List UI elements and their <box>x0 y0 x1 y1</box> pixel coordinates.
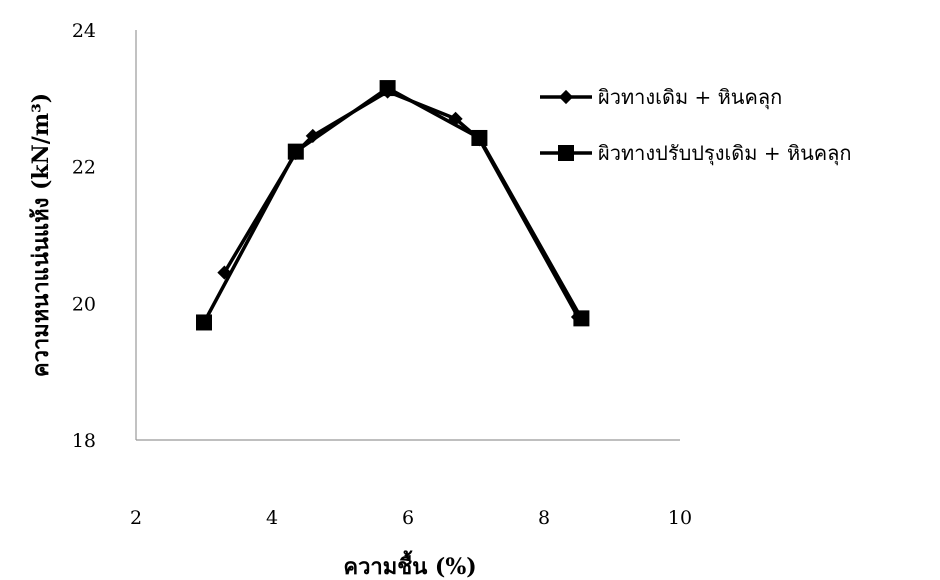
series-1 <box>217 84 586 325</box>
x-axis-title: ความชื้น (%) <box>343 550 476 580</box>
series-2-line <box>202 86 583 324</box>
legend-entry-2: ผิวทางปรับปรุงเดิม + หินคลุก <box>540 141 852 166</box>
legend-entry-1: ผิวทางเดิม + หินคลุก <box>540 85 782 110</box>
series-1-line <box>222 89 580 318</box>
legend-label-1: ผิวทางเดิม + หินคลุก <box>598 85 782 110</box>
series-2-point <box>287 143 304 160</box>
series-2 <box>196 80 590 331</box>
series-2-point <box>573 310 590 327</box>
series-2-point <box>196 314 212 331</box>
y-tick-label: 20 <box>72 293 96 315</box>
series-2-point <box>471 129 488 146</box>
y-tick-label: 24 <box>72 20 96 42</box>
legend: ผิวทางเดิม + หินคลุก ผิวทางปรับปรุงเดิม … <box>540 85 852 166</box>
legend-diamond-marker <box>558 89 574 105</box>
y-axis-title: ความหนาแน่นแห้ง (kN/m³) <box>28 93 54 377</box>
legend-label-2: ผิวทางปรับปรุงเดิม + หินคลุก <box>598 141 852 166</box>
x-tick-label: 2 <box>130 507 142 529</box>
x-tick-label: 4 <box>266 507 278 529</box>
legend-square-marker <box>558 145 574 161</box>
y-tick-label: 18 <box>72 430 96 452</box>
x-tick-label: 10 <box>668 507 692 529</box>
y-tick-labels: 18 20 22 24 <box>72 20 96 452</box>
series-layer <box>196 80 590 331</box>
x-tick-label: 8 <box>538 507 550 529</box>
series-2-point <box>379 80 396 97</box>
x-tick-label: 6 <box>402 507 414 529</box>
y-tick-label: 22 <box>72 157 96 179</box>
x-tick-labels: 2 4 6 8 10 <box>130 507 692 529</box>
